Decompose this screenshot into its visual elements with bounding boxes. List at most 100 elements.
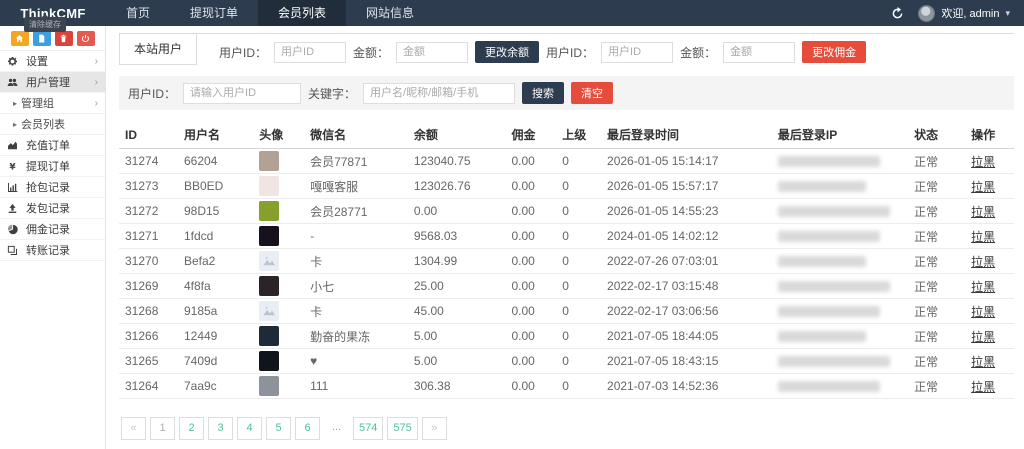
sidebar-item[interactable]: ¥ 提现订单 [0,156,105,177]
main-content: 本站用户 用户ID： 金额： 更改余额 用户ID： 金额： 更改佣金 用户ID：… [107,26,1024,449]
pagination: «1 2 3 4 5 6... 574 575» [121,417,1014,440]
change-balance-button[interactable]: 更改余额 [475,41,540,63]
sidebar-item[interactable]: 设置 › [0,51,105,72]
column-header: 微信名 [304,123,408,149]
user-avatar [918,4,936,22]
submenu-bullet-icon: ▸ [13,119,18,129]
status: 正常 [908,373,966,399]
sidebar-item-label: 管理组 [21,98,55,110]
avatar [259,301,280,321]
user-id: 31274 [119,148,178,174]
sidebar-item[interactable]: 发包记录 [0,198,105,219]
search-keyword-input[interactable] [363,82,516,104]
search-button[interactable]: 搜索 [522,82,565,104]
page-link[interactable]: 575 [387,417,418,440]
page-link[interactable]: 5 [266,417,291,440]
last-login-time: 2021-07-05 18:43:15 [601,348,772,374]
clear-cache-tooltip: 清除缓存 [24,14,66,32]
blacklist-link[interactable]: 拉黑 [971,329,996,344]
home-icon [15,34,24,43]
search-userid-input[interactable] [183,82,302,104]
avatar [259,201,280,221]
tab-site-users[interactable]: 本站用户 [119,34,198,65]
user-menu[interactable]: 欢迎, admin ▾ [918,4,1010,22]
blacklist-link[interactable]: 拉黑 [971,154,996,169]
user-id: 31272 [119,198,178,224]
sidebar-item-label: 充值订单 [26,140,70,152]
last-login-ip [771,323,909,349]
refresh-icon[interactable] [891,6,904,20]
parent: 0 [556,148,602,174]
balance-amount-label: 金额： [353,45,390,60]
redacted-ip [777,231,880,243]
app-logo[interactable]: ThinkCMF [20,5,86,21]
commission-amount-input[interactable] [723,41,796,63]
yen-icon: ¥ [7,161,22,171]
blacklist-link[interactable]: 拉黑 [971,229,996,244]
page-arrow[interactable]: « [121,417,146,440]
home-icon-button[interactable] [10,31,29,46]
redacted-ip [777,256,866,268]
clear-button[interactable]: 清空 [571,82,614,104]
parent: 0 [556,348,602,374]
power-icon-button[interactable] [76,31,95,46]
table-header-row: ID 用户名 头像 微信名 余额 佣金 上级 最后登录时间 最后登录IP 状态 操作 [119,123,1014,149]
sidebar-item-label: 转账记录 [26,245,70,257]
operation-cell: 拉黑 [965,323,1014,349]
change-commission-button[interactable]: 更改佣金 [802,41,867,63]
blacklist-link[interactable]: 拉黑 [971,204,996,219]
sidebar-item[interactable]: ▸ 会员列表 [0,114,105,135]
sidebar-item[interactable]: 抢包记录 [0,177,105,198]
user-id: 31268 [119,298,178,324]
sidebar-item-label: 设置 [26,56,48,68]
nav-item[interactable]: 网站信息 [366,6,415,20]
sidebar-item[interactable]: ▸ 管理组 › [0,93,105,114]
search-userid-label: 用户ID： [128,86,177,101]
last-login-time: 2022-02-17 03:06:56 [601,298,772,324]
blacklist-link[interactable]: 拉黑 [971,379,996,394]
username: BB0ED [177,173,254,199]
balance-userid-input[interactable] [274,41,347,63]
chevron-right-icon: › [94,97,98,109]
status: 正常 [908,223,966,249]
page-link[interactable]: 574 [353,417,384,440]
avatar [259,251,280,271]
operation-cell: 拉黑 [965,198,1014,224]
page-link[interactable]: 3 [208,417,233,440]
commission: 0.00 [505,323,557,349]
redacted-ip [777,206,890,218]
blacklist-link[interactable]: 拉黑 [971,304,996,319]
username: 66204 [177,148,254,174]
balance: 123026.76 [407,173,506,199]
blacklist-link[interactable]: 拉黑 [971,254,996,269]
operation-cell: 拉黑 [965,148,1014,174]
username: 1fdcd [177,223,254,249]
redacted-ip [777,356,890,368]
sidebar-item[interactable]: 充值订单 [0,135,105,156]
nav-item[interactable]: 首页 [126,6,151,20]
balance-amount-input[interactable] [396,41,469,63]
balance: 306.38 [407,373,506,399]
commission-userid-input[interactable] [601,41,674,63]
tab-bar: 本站用户 用户ID： 金额： 更改余额 用户ID： 金额： 更改佣金 [119,33,1014,65]
page-arrow[interactable]: » [421,417,447,440]
blacklist-link[interactable]: 拉黑 [971,179,996,194]
welcome-text: 欢迎, admin [941,8,1000,20]
file-icon-button[interactable] [32,31,51,46]
page-link[interactable]: 4 [237,417,262,440]
nav-item[interactable]: 提现订单 [190,6,239,20]
sidebar-item[interactable]: 佣金记录 [0,219,105,240]
sidebar-item[interactable]: 转账记录 [0,240,105,261]
status: 正常 [908,348,966,374]
sidebar-item[interactable]: 用户管理 › [0,72,105,93]
balance: 5.00 [407,348,506,374]
page-link[interactable]: 6 [295,417,320,440]
trash-icon-button[interactable] [54,31,73,46]
nav-item[interactable]: 会员列表 [258,0,347,26]
parent: 0 [556,248,602,274]
blacklist-link[interactable]: 拉黑 [971,279,996,294]
operation-cell: 拉黑 [965,273,1014,299]
blacklist-link[interactable]: 拉黑 [971,354,996,369]
wechat-name: 卡 [304,298,408,324]
page-link[interactable]: 2 [179,417,204,440]
